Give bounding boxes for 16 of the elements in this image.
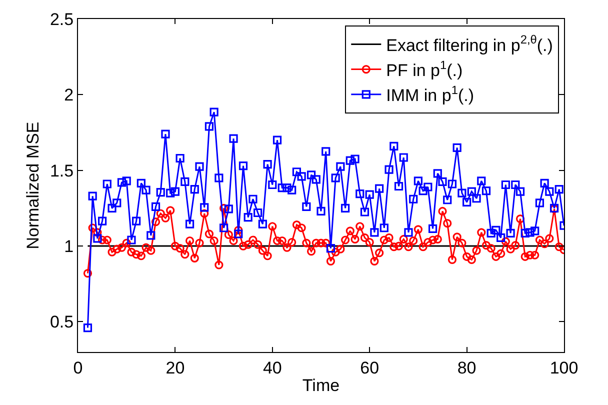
legend-label: Exact filtering in p$^{2,θ}$(.) (386, 32, 553, 55)
legend-label: IMM in p$^{1}$(.) (386, 82, 474, 106)
x-tick-label: 60 (360, 358, 380, 378)
y-tick-label: 2 (64, 86, 74, 105)
legend-label: PF in p$^{1}$(.) (386, 58, 463, 80)
x-tick-label: 40 (262, 358, 282, 378)
y-tick-label: 1.5 (50, 161, 74, 180)
y-tick-label: 0.5 (50, 312, 74, 332)
y-axis-title: Normalized MSE (24, 122, 43, 250)
y-tick-label: 1 (64, 237, 74, 256)
y-tick-label: 2.5 (50, 10, 74, 29)
x-tick-label: 80 (457, 358, 476, 378)
x-axis-title: Time (302, 376, 340, 395)
x-tick-label: 100 (550, 358, 578, 378)
x-tick-label: 0 (73, 358, 83, 378)
x-tick-label: 20 (166, 358, 185, 378)
